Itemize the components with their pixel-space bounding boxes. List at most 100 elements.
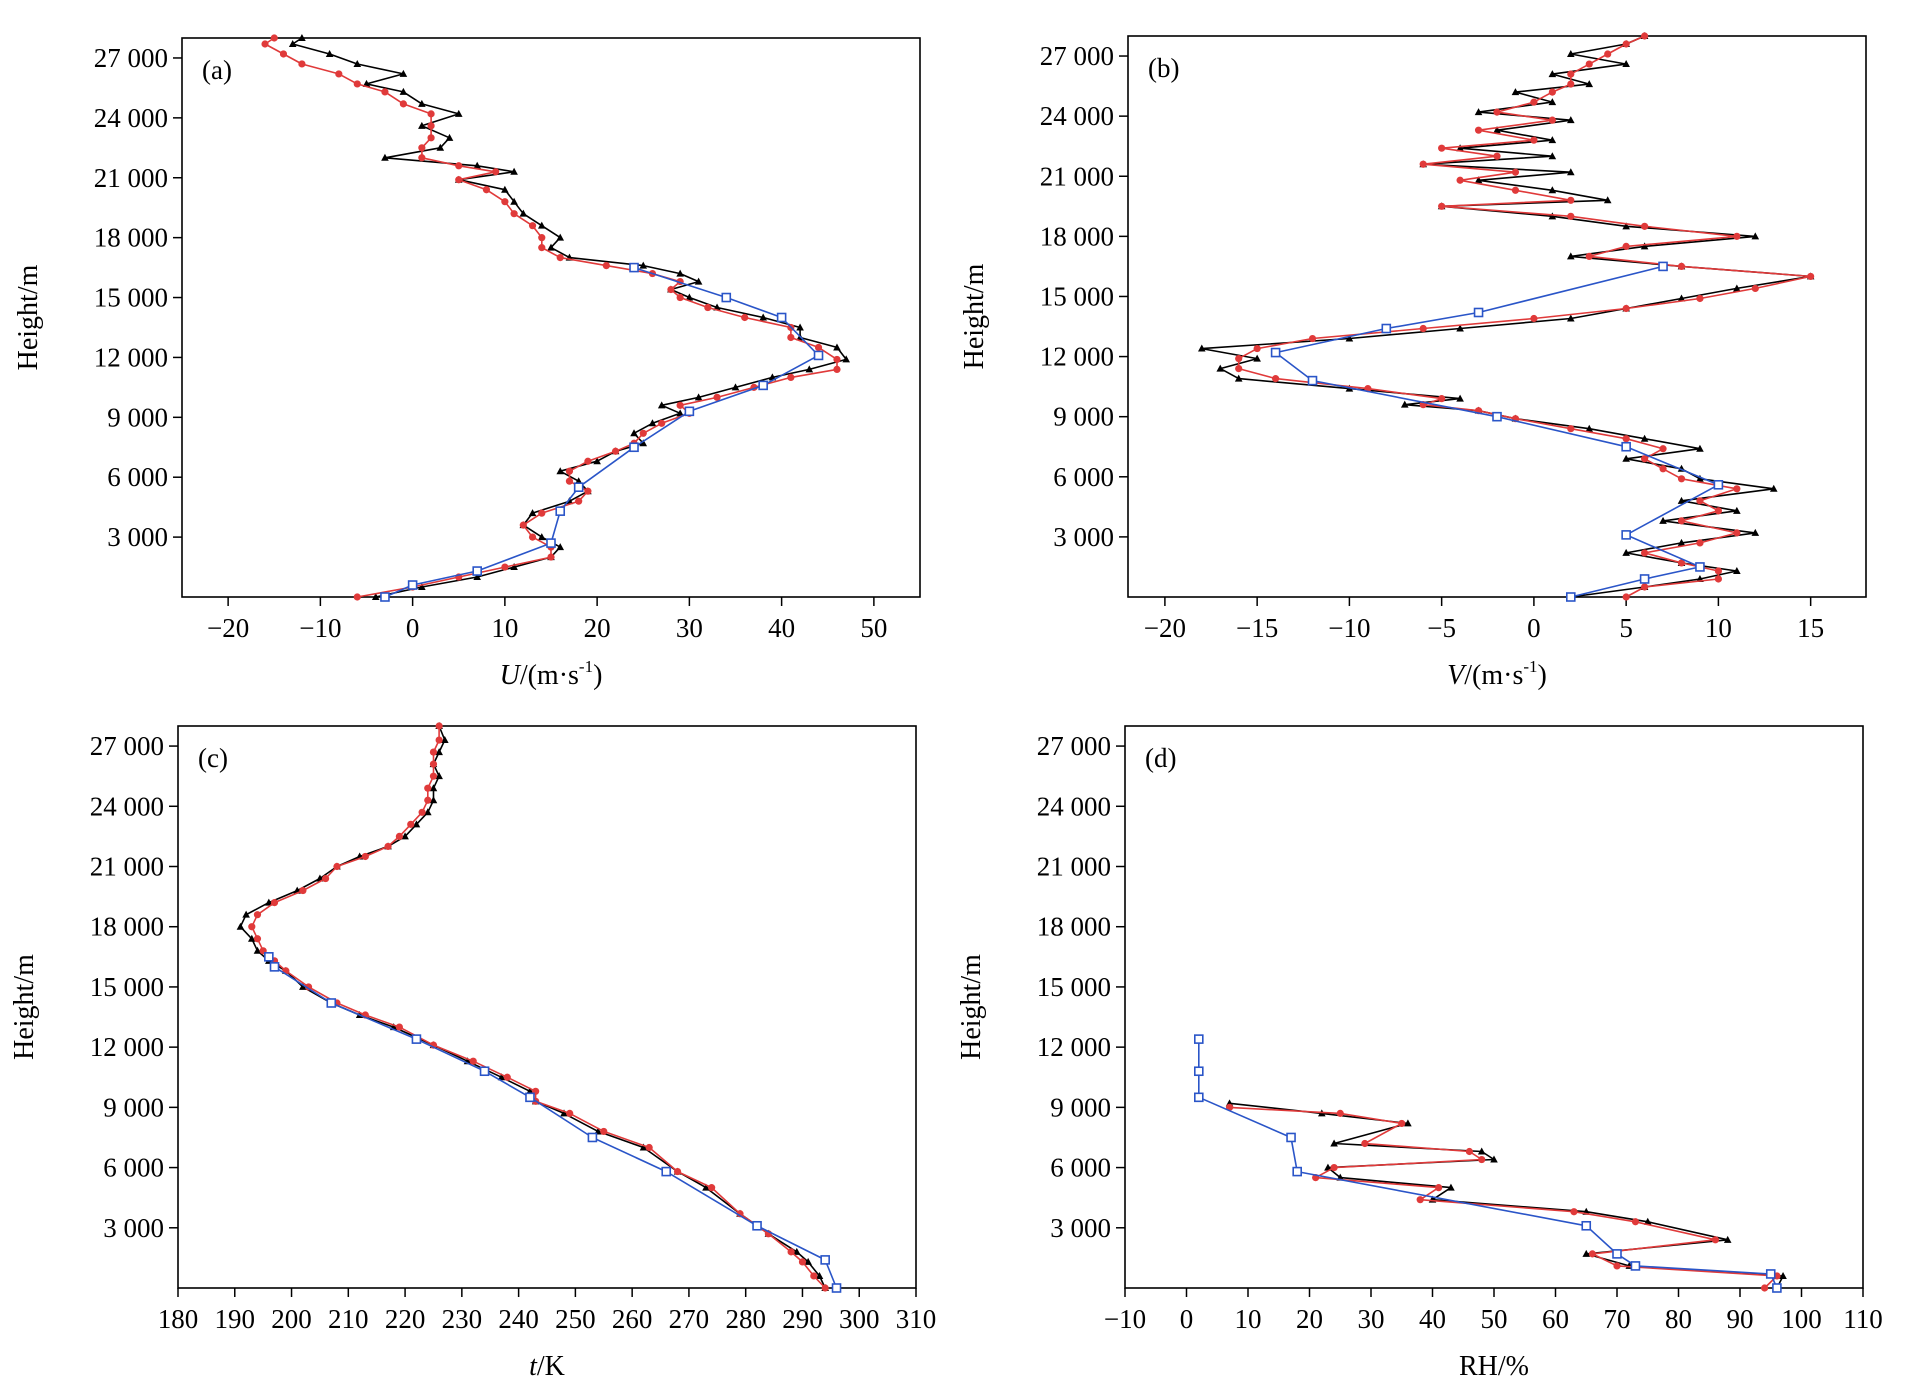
- data-point-square: [1765, 1269, 1776, 1279]
- x-tick-label: 80: [1665, 1304, 1692, 1334]
- data-point-triangle: [815, 1271, 824, 1279]
- data-point-triangle: [242, 910, 250, 918]
- data-point-triangle: [694, 393, 703, 401]
- data-point-dot: [1567, 425, 1575, 433]
- data-point-triangle: [759, 313, 767, 321]
- data-point-triangle: [1733, 284, 1741, 292]
- data-point-square: [1639, 574, 1650, 584]
- series-line-black-triangle: [1229, 1102, 1784, 1289]
- data-point-dot: [787, 373, 795, 381]
- data-point-dot: [741, 313, 749, 322]
- data-point-triangle: [1456, 324, 1464, 332]
- data-point-triangle: [436, 143, 445, 151]
- data-point-square: [587, 1132, 598, 1143]
- x-tick-label: 200: [271, 1304, 312, 1334]
- data-point-dot: [353, 80, 361, 88]
- data-point-dot: [1631, 1218, 1640, 1226]
- data-point-triangle: [1474, 176, 1483, 184]
- data-point-triangle: [1696, 474, 1704, 482]
- x-axis-label: U/(m·s-1): [500, 657, 603, 691]
- y-tick-label: 21 000: [90, 852, 164, 882]
- data-point-dot: [1548, 88, 1556, 96]
- x-tick-label: 220: [385, 1304, 426, 1334]
- data-point-triangle: [1490, 1155, 1498, 1163]
- series-line-black-triangle: [1201, 35, 1812, 598]
- data-point-dot: [1330, 1163, 1338, 1172]
- data-point-triangle: [1723, 1235, 1732, 1243]
- data-point-triangle: [1622, 222, 1630, 230]
- x-tick-label: 10: [1705, 613, 1732, 643]
- x-tick-label: 240: [498, 1304, 539, 1334]
- data-point-dot: [427, 134, 435, 142]
- data-point-dot: [538, 234, 546, 242]
- plot-frame: [1127, 35, 1867, 598]
- data-point-triangle: [842, 355, 850, 363]
- x-tick-label: 230: [442, 1304, 483, 1334]
- data-point-triangle: [1696, 444, 1704, 452]
- data-point-square: [326, 998, 337, 1008]
- data-point-triangle: [418, 583, 426, 591]
- y-tick-label: 12 000: [94, 342, 168, 372]
- data-point-triangle: [519, 209, 528, 217]
- data-point-dot: [1438, 395, 1446, 403]
- data-point-dot: [1641, 583, 1649, 591]
- data-point-triangle: [1477, 1147, 1486, 1155]
- x-tick-label: −10: [1328, 613, 1370, 643]
- panel-letter: (c): [198, 743, 228, 773]
- data-point-dot: [1677, 475, 1686, 483]
- y-tick-label: 18 000: [94, 223, 168, 253]
- data-point-dot: [676, 293, 684, 302]
- x-axis-label-unit: RH/%: [1459, 1351, 1529, 1381]
- data-point-dot: [1733, 485, 1741, 493]
- data-point-triangle: [473, 573, 481, 581]
- data-point-triangle: [1493, 126, 1501, 134]
- data-point-dot: [427, 122, 435, 130]
- x-tick-label: 30: [676, 613, 703, 643]
- data-point-triangle: [1567, 252, 1575, 260]
- data-point-triangle: [1456, 394, 1464, 402]
- data-point-dot: [1570, 1208, 1578, 1216]
- data-point-dot: [611, 447, 620, 455]
- data-point-triangle: [1447, 1183, 1455, 1191]
- data-point-dot: [667, 285, 675, 294]
- data-point-dot: [528, 222, 537, 230]
- data-point-square: [1621, 530, 1631, 540]
- x-tick-label: 40: [1419, 1304, 1446, 1334]
- data-point-dot: [399, 100, 407, 108]
- data-point-dot: [1493, 152, 1501, 160]
- data-point-dot: [248, 923, 256, 931]
- data-point-triangle: [423, 808, 432, 816]
- x-tick-label: −10: [1104, 1304, 1146, 1334]
- x-tick-label: −10: [299, 613, 341, 643]
- data-point-dot: [270, 899, 279, 907]
- data-point-dot: [1641, 549, 1649, 557]
- data-point-triangle: [1548, 186, 1557, 194]
- data-point-triangle: [1733, 506, 1741, 514]
- y-axis-label: Height/m: [13, 264, 44, 370]
- data-point-dot: [407, 820, 415, 828]
- x-tick-label: 190: [215, 1304, 256, 1334]
- data-point-dot: [1419, 160, 1427, 168]
- data-point-triangle: [685, 293, 694, 301]
- panel-b: −20 −15 −10 −5 0 5 10 15 3 000 6 000 9 000 12 000 15…: [959, 32, 1867, 691]
- data-point-dot: [418, 154, 426, 162]
- data-point-square: [752, 1220, 762, 1231]
- data-point-dot: [418, 808, 426, 816]
- data-point-square: [1566, 592, 1576, 602]
- x-axis-label-close: ): [593, 660, 602, 691]
- x-tick-label: 280: [725, 1304, 766, 1334]
- data-point-dot: [1253, 344, 1261, 353]
- data-point-triangle: [399, 87, 408, 95]
- x-tick-label: 20: [584, 613, 611, 643]
- data-point-square: [1270, 347, 1281, 358]
- data-point-triangle: [537, 221, 546, 229]
- data-point-triangle: [299, 982, 307, 990]
- data-point-dot: [429, 760, 438, 768]
- data-point-triangle: [441, 736, 449, 744]
- y-tick-label: 9 000: [103, 1092, 164, 1122]
- y-tick-label: 27 000: [90, 731, 164, 761]
- data-point-dot: [1711, 1236, 1719, 1244]
- data-point-dot: [814, 343, 823, 352]
- data-point-triangle: [401, 832, 409, 840]
- data-point-dot: [279, 50, 288, 58]
